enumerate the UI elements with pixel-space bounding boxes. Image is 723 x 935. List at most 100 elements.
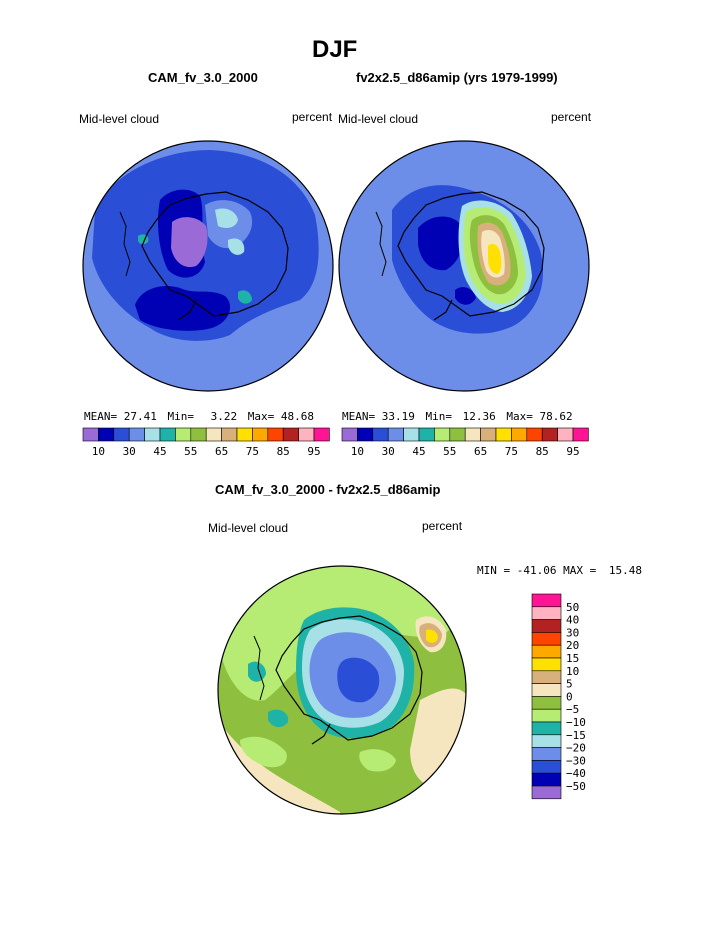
right-min-value: 12.36 [462,410,496,423]
right-colorbar-swatch [495,427,512,442]
left-map-lavender-region [171,217,208,268]
diff-stats: MIN = -41.06 MAX = 15.48 [477,564,642,577]
diff-map-lime-region [240,736,287,768]
right-colorbar-swatch [357,427,374,442]
left-max-label: Max= [247,410,275,423]
right-colorbar-swatch [387,427,404,442]
diff-colorbar-swatch [531,696,562,710]
right-colorbar-tick-label: 30 [382,445,395,458]
diff-colorbar-tick-label: −50 [566,780,586,793]
left-variable-label: Mid-level cloud [79,112,160,126]
diff-colorbar-tick-label: −30 [566,754,586,767]
left-colorbar-swatch [98,427,115,442]
right-variable-label: Mid-level cloud [338,112,419,126]
left-colorbar-swatch [82,427,99,442]
right-colorbar-tick-label: 45 [412,445,425,458]
diff-colorbar-tick-label: −40 [566,767,586,780]
left-colorbar-swatch [267,427,284,442]
diff-map-teal-region [268,709,289,728]
left-colorbar-swatch [190,427,207,442]
right-colorbar-tick-label: 85 [536,445,549,458]
right-colorbar-swatch [449,427,466,442]
left-colorbar-tick-label: 85 [277,445,290,458]
right-colorbar-swatch [541,427,558,442]
right-units-label: percent [551,110,592,124]
right-map [339,141,589,391]
left-colorbar-tick-label: 30 [123,445,136,458]
diff-colorbar-swatch [531,632,562,646]
diff-colorbar-swatch [531,760,562,774]
left-map-south-america-outline [119,211,131,277]
right-colorbar-swatch [480,427,497,442]
right-colorbar-swatch [418,427,435,442]
left-colorbar-tick-label: 65 [215,445,228,458]
diff-colorbar-swatch [531,734,562,748]
left-colorbar-swatch [113,427,130,442]
diff-colorbar-tick-label: 0 [566,690,573,703]
diff-colorbar-tick-label: 30 [566,626,579,639]
diff-min-label: MIN = [477,564,511,577]
figure-title: DJF [312,36,358,63]
left-colorbar-swatch [282,427,299,442]
left-map-antarctica-outline [141,191,289,321]
diff-colorbar-swatch [531,772,562,787]
colorbars: 10 30 45 55 65 75 85 95 10 30 45 55 65 75 85 9550403020… [82,427,589,800]
right-max-value: 78.62 [539,410,573,423]
right-colorbar-swatch [572,427,589,442]
right-colorbar-tick-label: 95 [566,445,579,458]
diff-map-lime-region [359,749,396,772]
left-map-teal-region [238,290,252,304]
diff-colorbar-tick-label: 50 [566,601,579,614]
left-mean-label: MEAN= [84,410,118,423]
right-map-south-america-outline [375,211,387,277]
right-colorbar-swatch [434,427,451,442]
left-colorbar-swatch [205,427,222,442]
right-mean-value: 33.19 [381,410,415,423]
diff-colorbar-swatch [531,657,562,672]
right-max-label: Max= [506,410,533,423]
left-colorbar-swatch [175,427,192,442]
left-colorbar-swatch [144,427,161,442]
diff-colorbar-swatch [531,619,562,633]
right-stats: MEAN= 33.19 Min= 12.36 Max= 78.62 [342,410,573,423]
diff-map-yellow-region [426,629,438,643]
left-min-label: Min= [167,410,195,423]
right-colorbar-swatch [403,427,420,442]
left-colorbar-tick-label: 95 [307,445,320,458]
right-map-dark-blue-region [418,216,464,271]
left-stats: MEAN= 27.41 Min= 3.22 Max= 48.68 [84,410,314,423]
diff-colorbar-swatch [531,593,562,608]
left-colorbar-swatch [128,427,145,442]
diff-colorbar-swatch [531,606,562,620]
diff-colorbar-tick-label: −20 [566,742,586,755]
left-map-border [82,140,334,392]
left-colorbar-tick-label: 45 [153,445,166,458]
diff-colorbar-tick-label: 5 [566,678,573,691]
diff-colorbar-tick-label: 20 [566,639,579,652]
diff-colorbar-swatch [531,747,562,761]
right-map-border [338,140,590,392]
right-colorbar-tick-label: 10 [351,445,364,458]
right-map-antarctica-outline [397,191,545,321]
diff-colorbar-tick-label: 10 [566,665,579,678]
left-map-cyan-region [228,238,245,255]
left-panel-title: CAM_fv_3.0_2000 [148,70,258,85]
right-mean-label: MEAN= [342,410,376,423]
right-colorbar-swatch [341,427,358,442]
left-colorbar-swatch [313,427,330,442]
right-map-yellow-region [488,244,502,274]
left-colorbar-tick-label: 10 [92,445,105,458]
left-min-value: 3.22 [210,410,238,423]
left-mean-value: 27.41 [123,410,157,423]
left-colorbar-tick-label: 75 [246,445,259,458]
left-colorbar-swatch [159,427,176,442]
diff-max-label: MAX = [563,564,597,577]
right-colorbar-swatch [526,427,543,442]
diff-map [218,566,466,814]
diff-min-value: -41.06 [516,564,557,577]
diff-colorbar-tick-label: −15 [566,729,586,742]
right-map-dark-blue-region [455,287,476,305]
diff-map-medium-blue-region [337,657,380,703]
diff-map-border [217,565,467,815]
diff-map-south-america-outline [253,635,265,701]
